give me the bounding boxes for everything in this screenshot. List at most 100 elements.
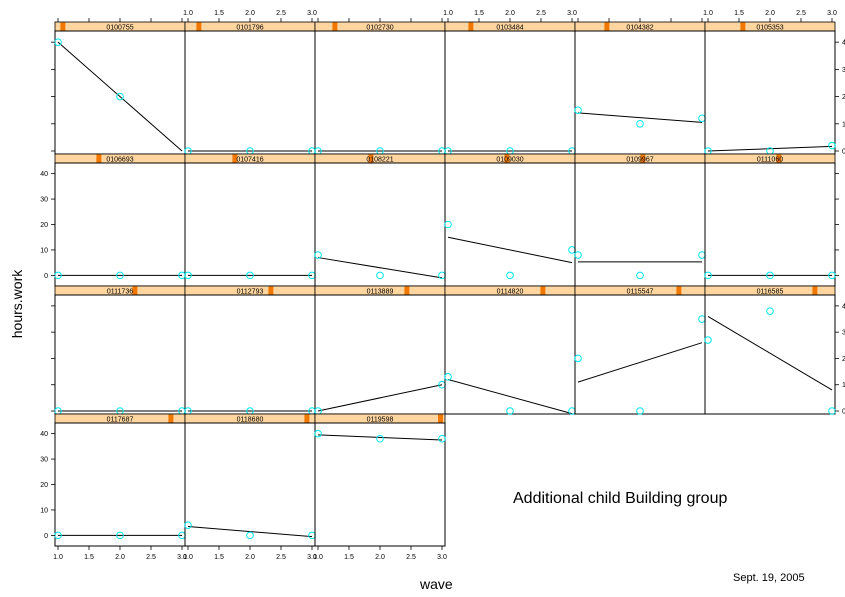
panel-0119598: 0119598 — [314, 413, 446, 547]
x-tick-label: 2.5 — [146, 554, 156, 561]
panel-0115547: 0115547 — [574, 285, 706, 415]
panel-frame — [574, 162, 706, 287]
panel-0114820: 0114820 — [444, 285, 576, 415]
panel-0103484: 0103484 — [444, 21, 576, 155]
panel-0107416: 0107416 — [184, 153, 316, 287]
x-axis-col-2: 1.0 1.5 2.0 2.5 3.0 — [313, 546, 447, 561]
strip-marker — [740, 22, 746, 31]
strip-marker — [332, 22, 338, 31]
strip-label: 0103484 — [496, 24, 523, 31]
strip-label: 0113889 — [367, 288, 394, 295]
data-point — [376, 434, 384, 443]
x-tick-label: 2.5 — [276, 10, 286, 17]
strip-marker — [268, 286, 274, 295]
x-tick-label: 1.0 — [183, 10, 193, 17]
strip-marker — [504, 154, 510, 163]
y-tick-label: 40 — [40, 431, 48, 438]
strip-marker — [540, 286, 546, 295]
strip-label: 0101796 — [236, 24, 263, 31]
strip-label: 0105353 — [756, 24, 783, 31]
strip-marker — [196, 22, 202, 31]
y-tick-label: 10 — [40, 247, 48, 254]
panel-frame — [704, 294, 836, 415]
data-point — [568, 246, 576, 254]
strip-label: 0111736 — [107, 288, 133, 295]
data-point — [314, 429, 322, 438]
fit-line — [447, 236, 573, 264]
strip-marker — [640, 154, 646, 163]
fit-line — [57, 41, 183, 152]
panel-frame — [54, 294, 186, 415]
strip-marker — [168, 414, 174, 423]
panel-frame — [704, 162, 836, 287]
x-tick-label: 3.0 — [307, 10, 317, 17]
data-point — [636, 271, 644, 280]
strip-label: 0106693 — [106, 156, 133, 163]
strip-marker — [812, 286, 818, 295]
strip-label: 0111060 — [757, 156, 783, 163]
strip-marker — [60, 22, 66, 31]
x-tick-label: 2.0 — [765, 10, 775, 17]
x-tick-label: 1.0 — [703, 10, 713, 17]
data-point — [828, 407, 836, 415]
strip-label: 0119598 — [367, 416, 394, 423]
y-tick-label: 4 — [842, 303, 845, 310]
x-tick-label: 2.5 — [536, 10, 546, 17]
x-tick-label: 2.0 — [115, 554, 125, 561]
panel-frame — [574, 30, 706, 155]
data-point — [698, 114, 706, 123]
strip-label: 0112793 — [237, 288, 264, 295]
panel-0111060: 0111060 — [704, 153, 836, 287]
data-point — [704, 271, 712, 280]
data-point — [574, 354, 582, 363]
panel-frame — [184, 30, 316, 155]
fit-line — [317, 384, 443, 412]
strip-label: 0109967 — [626, 156, 653, 163]
strip-marker — [604, 22, 610, 31]
x-tick-label: 2.0 — [245, 554, 255, 561]
data-point — [184, 521, 192, 529]
panel-0112793: 0112793 — [184, 285, 316, 415]
x-tick-label: 1.5 — [734, 10, 744, 17]
strip-label: 0100755 — [106, 24, 133, 31]
y-tick-label: 2 — [842, 94, 845, 101]
x-axis-col-5: 1.0 1.5 2.0 2.5 3.0 — [703, 10, 837, 22]
x-axis-col-2 — [317, 18, 443, 22]
strip-label: 0118680 — [237, 416, 264, 423]
data-point — [444, 220, 452, 229]
x-tick-label: 2.0 — [375, 554, 385, 561]
y-axis-left-row-1: 0 10 20 30 40 — [40, 171, 55, 280]
panel-frame — [54, 30, 186, 155]
x-tick-label: 3.0 — [307, 554, 317, 561]
strip-label: 0117687 — [107, 416, 134, 423]
x-tick-label: 2.5 — [276, 554, 286, 561]
strip-marker — [96, 154, 102, 163]
panel-frame — [444, 162, 576, 287]
group-annotation: Additional child Building group — [513, 490, 728, 507]
strip-label: 0115547 — [627, 288, 654, 295]
x-tick-label: 1.0 — [53, 554, 63, 561]
strip-marker — [676, 286, 682, 295]
x-axis-col-3: 1.0 1.5 2.0 2.5 3.0 — [443, 10, 577, 22]
data-point — [444, 373, 452, 381]
panel-frame — [574, 294, 706, 415]
strip-label: 0102730 — [366, 24, 393, 31]
panel-0108221: 0108221 — [314, 153, 446, 287]
data-point — [574, 106, 582, 114]
x-tick-label: 1.0 — [443, 10, 453, 17]
y-tick-label: 1 — [842, 121, 845, 128]
x-axis-label: wave — [420, 576, 453, 592]
y-tick-label: 0 — [842, 149, 845, 156]
panel-frame — [314, 422, 446, 547]
y-tick-label: 30 — [40, 197, 48, 204]
x-axis-col-0: 1.0 1.5 2.0 2.5 3.0 — [53, 546, 187, 561]
y-tick-label: 2 — [842, 356, 845, 363]
data-point — [116, 531, 124, 540]
data-point — [698, 251, 706, 259]
y-tick-label: 10 — [40, 507, 48, 514]
x-tick-label: 2.0 — [505, 10, 515, 17]
panel-0109967: 0109967 — [574, 153, 706, 287]
y-tick-label: 20 — [40, 482, 48, 489]
x-tick-label: 1.5 — [474, 10, 484, 17]
